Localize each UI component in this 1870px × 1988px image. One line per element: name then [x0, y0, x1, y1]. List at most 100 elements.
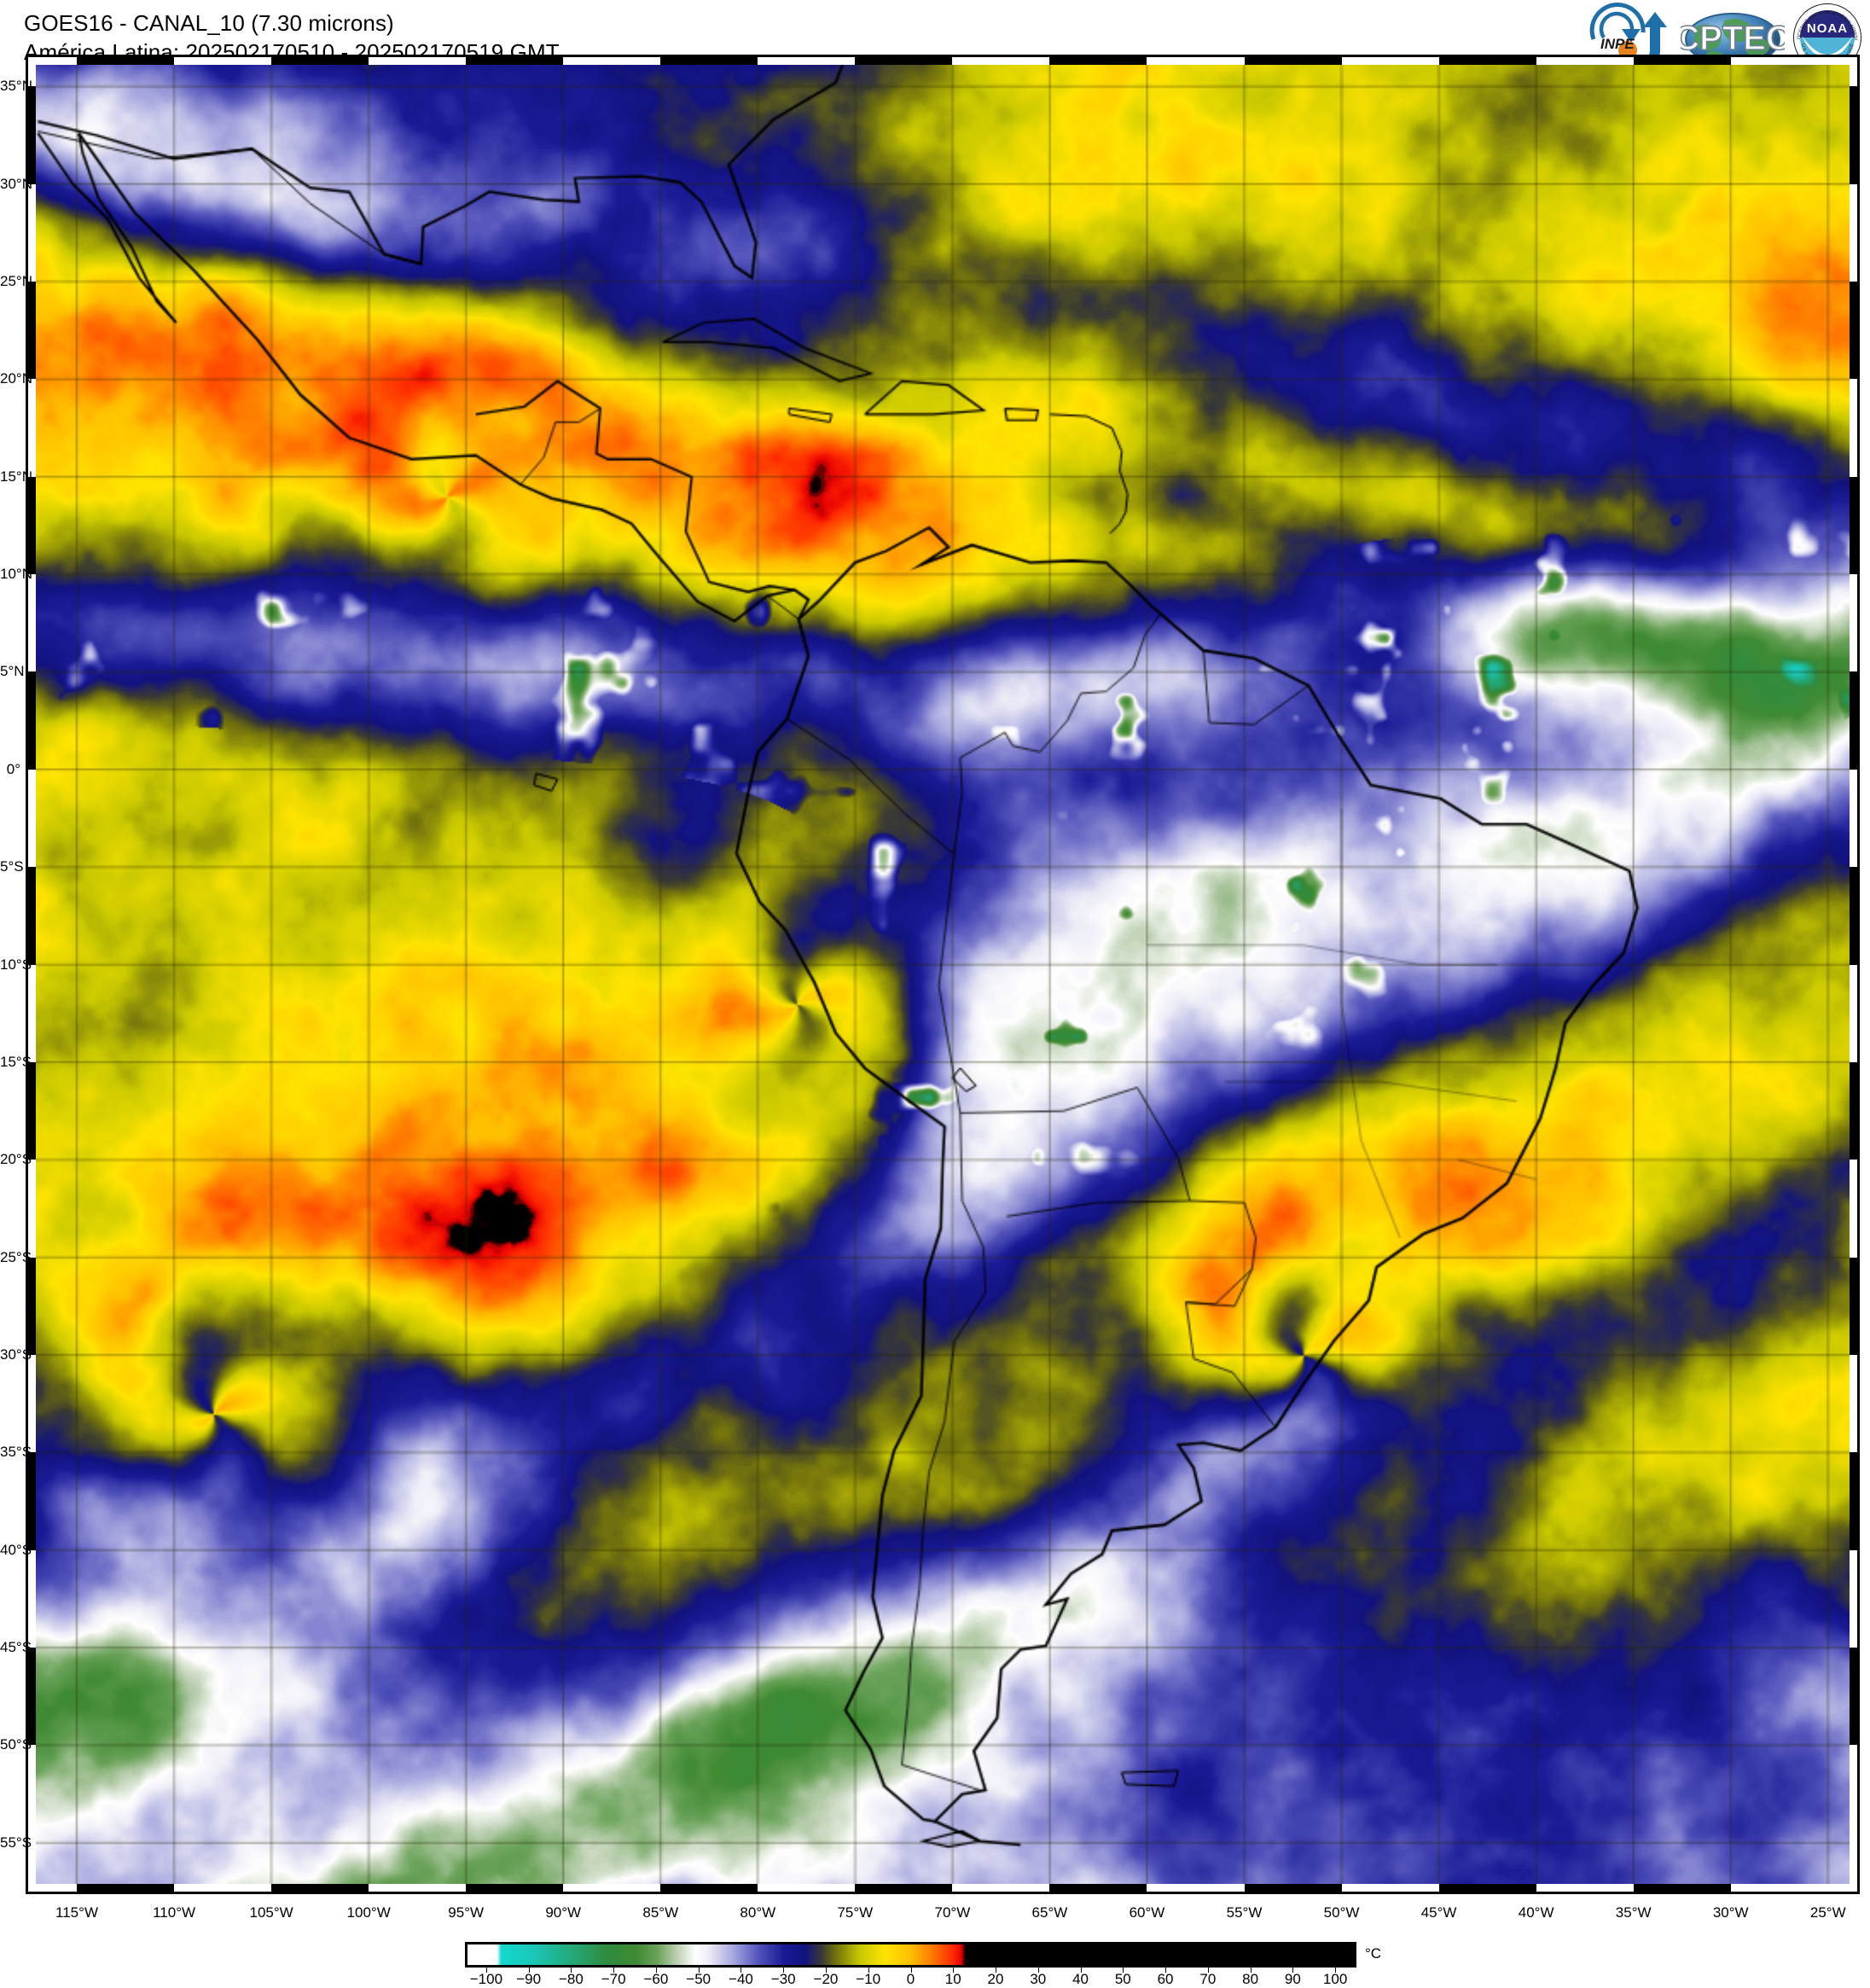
- axis-checker-segment: [1850, 671, 1857, 770]
- lon-tick-label: 45°W: [1420, 1904, 1457, 1921]
- colorbar-tick-mark: [528, 1968, 530, 1973]
- axis-checker-base: [28, 57, 36, 1892]
- lat-tick-label: 25°S: [0, 1248, 32, 1265]
- axis-checker-segment: [1633, 1884, 1731, 1892]
- colorbar-tick-mark: [953, 1968, 955, 1973]
- axis-checker-segment: [1244, 57, 1342, 65]
- axis-checker-segment: [855, 1884, 953, 1892]
- lon-tick-label: 40°W: [1518, 1904, 1554, 1921]
- lat-tick-label: 10°S: [0, 956, 32, 973]
- axis-checker-segment: [466, 57, 564, 65]
- axis-checker-segment: [28, 282, 36, 380]
- lon-tick-label: 105°W: [249, 1904, 293, 1921]
- lat-tick-label: 50°S: [0, 1736, 32, 1753]
- axis-checker-segment: [1850, 1452, 1857, 1550]
- axis-checker-segment: [28, 1061, 36, 1160]
- axis-checker-segment: [77, 57, 175, 65]
- colorbar-tick-label: −40: [729, 1971, 753, 1987]
- lon-tick-label: 60°W: [1129, 1904, 1165, 1921]
- axis-checker-segment: [1244, 1884, 1342, 1892]
- axis-checker-segment: [271, 57, 369, 65]
- axis-checker-segment: [1438, 1884, 1536, 1892]
- cptec-logo: CPTEC: [1674, 2, 1792, 67]
- lat-tick-label: 20°S: [0, 1151, 32, 1168]
- axis-checker-segment: [1850, 1061, 1857, 1160]
- lat-tick-label: 15°N: [0, 468, 32, 485]
- colorbar-tick-label: 80: [1242, 1971, 1259, 1987]
- axis-checker-segment: [28, 671, 36, 770]
- colorbar-tick-mark: [571, 1968, 572, 1973]
- colorbar-tick-label: −10: [856, 1971, 881, 1987]
- colorbar-tick-label: 50: [1114, 1971, 1131, 1987]
- axis-checker-segment: [1850, 1648, 1857, 1746]
- colorbar-tick-mark: [825, 1968, 827, 1973]
- axis-checker-segment: [1850, 1257, 1857, 1355]
- satellite-imagery-canvas: [28, 57, 1857, 1892]
- colorbar-unit-label: °C: [1365, 1945, 1382, 1962]
- colorbar-tick-mark: [1165, 1968, 1167, 1973]
- axis-checker-base: [1850, 57, 1857, 1892]
- colorbar-tick-label: −70: [601, 1971, 626, 1987]
- axis-checker-segment: [1049, 1884, 1147, 1892]
- colorbar-tick-mark: [1207, 1968, 1209, 1973]
- lat-tick-label: 5°S: [0, 858, 24, 875]
- colorbar-tick-label: 60: [1157, 1971, 1174, 1987]
- axis-checker-segment: [1850, 867, 1857, 965]
- colorbar-tick-mark: [1080, 1968, 1082, 1973]
- title-line-satellite-channel: GOES16 - CANAL_10 (7.30 microns): [24, 10, 394, 36]
- lon-tick-label: 100°W: [346, 1904, 391, 1921]
- colorbar-tick-label: 20: [987, 1971, 1004, 1987]
- colorbar-tick-label: 40: [1072, 1971, 1089, 1987]
- colorbar-gradient: [465, 1942, 1356, 1968]
- colorbar-tick-label: −100: [469, 1971, 503, 1987]
- lat-tick-label: 35°N: [0, 78, 32, 95]
- axis-checker-segment: [855, 57, 953, 65]
- lon-tick-label: 65°W: [1031, 1904, 1068, 1921]
- lon-tick-label: 70°W: [934, 1904, 971, 1921]
- cptec-logo-text: CPTEC: [1681, 20, 1785, 57]
- inpe-logo-text: INPE: [1600, 36, 1635, 52]
- lat-tick-label: 30°S: [0, 1346, 32, 1363]
- axis-checker-segment: [28, 1452, 36, 1550]
- colorbar-tick-label: −50: [686, 1971, 711, 1987]
- lon-tick-label: 35°W: [1615, 1904, 1652, 1921]
- colorbar-tick-mark: [910, 1968, 912, 1973]
- lat-tick-label: 5°N: [0, 663, 25, 680]
- colorbar-tick-label: −80: [558, 1971, 584, 1987]
- lon-tick-label: 80°W: [740, 1904, 776, 1921]
- axis-checker-segment: [660, 1884, 758, 1892]
- lon-tick-label: 115°W: [55, 1904, 98, 1921]
- lat-tick-label: 35°S: [0, 1444, 32, 1461]
- lat-tick-label: 40°S: [0, 1541, 32, 1558]
- lat-tick-label: 30°N: [0, 175, 32, 192]
- colorbar-tick-label: 10: [944, 1971, 961, 1987]
- colorbar: [465, 1942, 1356, 1968]
- colorbar-tick-label: 90: [1284, 1971, 1301, 1987]
- axis-checker-segment: [28, 1257, 36, 1355]
- colorbar-tick-label: 70: [1199, 1971, 1217, 1987]
- colorbar-tick-mark: [613, 1968, 615, 1973]
- colorbar-tick-label: 30: [1030, 1971, 1047, 1987]
- axis-checker-segment: [1850, 476, 1857, 575]
- lon-tick-label: 50°W: [1323, 1904, 1360, 1921]
- colorbar-tick-mark: [783, 1968, 785, 1973]
- colorbar-ticks: −100 −90 −80 −70 −60 −50 −40 −30 −20 −10 0 10 20 30 40…: [465, 1968, 1356, 1987]
- lon-tick-label: 85°W: [642, 1904, 679, 1921]
- axis-checker-segment: [1850, 282, 1857, 380]
- colorbar-tick-mark: [655, 1968, 657, 1973]
- colorbar-tick-label: −60: [643, 1971, 669, 1987]
- axis-checker-segment: [1850, 86, 1857, 184]
- colorbar-tick-mark: [868, 1968, 869, 1973]
- axis-checker-segment: [28, 476, 36, 575]
- lon-tick-label: 55°W: [1226, 1904, 1263, 1921]
- lon-tick-label: 110°W: [153, 1904, 196, 1921]
- axis-checker-segment: [28, 1648, 36, 1746]
- colorbar-tick-label: −90: [516, 1971, 542, 1987]
- colorbar-tick-mark: [1123, 1968, 1124, 1973]
- colorbar-tick-mark: [740, 1968, 742, 1973]
- lon-tick-label: 75°W: [837, 1904, 874, 1921]
- axis-checker-segment: [28, 86, 36, 184]
- axis-checker-segment: [77, 1884, 175, 1892]
- satellite-map[interactable]: [26, 55, 1860, 1894]
- axis-checker-segment: [1438, 57, 1536, 65]
